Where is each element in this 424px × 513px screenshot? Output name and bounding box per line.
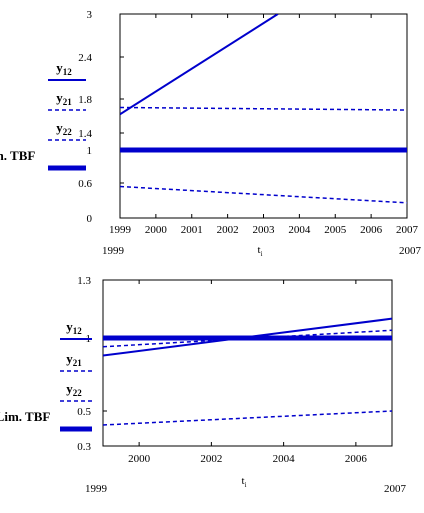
legend-label: y12 (66, 319, 82, 336)
plot-frame (119, 13, 408, 219)
legend-label: y21 (56, 90, 72, 107)
series-line-12 (120, 14, 279, 116)
x-tick-label: 2006 (360, 224, 383, 236)
y-tick-label: 0.6 (78, 178, 92, 190)
x-tick-label: 2006 (345, 453, 368, 465)
y-tick-label: 0.3 (77, 441, 91, 453)
legend-label: Lim. TBF (0, 148, 35, 163)
legend-label: y21 (66, 351, 82, 368)
x-range-end-label: 2007 (384, 483, 407, 495)
x-tick-label: 2004 (273, 453, 296, 465)
y-tick-label: 3 (87, 9, 93, 21)
y-tick-label: 1 (87, 145, 93, 157)
y-tick-label: 0.5 (77, 406, 91, 418)
y-tick-label: 1.4 (78, 128, 92, 140)
y-tick-label: 2.4 (78, 52, 92, 64)
series-line-22 (103, 410, 392, 426)
x-axis-label: ti (242, 475, 247, 489)
x-tick-label: 2002 (200, 453, 222, 465)
chart-1: 0 0.6 1 1.4 1.8 2.4 3 1999 2000 2001 2002 2003 2004 2… (48, 9, 422, 257)
x-tick-label: 2003 (253, 224, 276, 236)
x-range-start-label: 1999 (102, 245, 125, 257)
plot-frame (102, 279, 393, 447)
series-line-21 (120, 106, 407, 111)
legend-label: y22 (66, 381, 82, 398)
x-range-end-label: 2007 (399, 245, 422, 257)
x-range-start-label: 1999 (85, 483, 108, 495)
y-tick-label: 1.3 (77, 275, 91, 287)
series-line-22 (120, 185, 407, 204)
x-axis-label: ti (258, 244, 263, 258)
x-tick-label: 2005 (324, 224, 347, 236)
x-tick-label: 2001 (181, 224, 203, 236)
x-tick-label: 2000 (145, 224, 168, 236)
legend-label: y22 (56, 120, 72, 137)
x-tick-label: 2007 (396, 224, 419, 236)
legend-label: y12 (56, 60, 72, 77)
y-tick-label: 1.8 (78, 94, 92, 106)
x-tick-label: 1999 (109, 224, 132, 236)
x-tick-label: 2000 (128, 453, 151, 465)
x-tick-label: 2004 (288, 224, 311, 236)
x-tick-label: 2002 (217, 224, 239, 236)
y-tick-label: 0 (87, 213, 93, 225)
legend-label: Lim. TBF (0, 409, 50, 424)
series-line-21 (103, 329, 392, 348)
